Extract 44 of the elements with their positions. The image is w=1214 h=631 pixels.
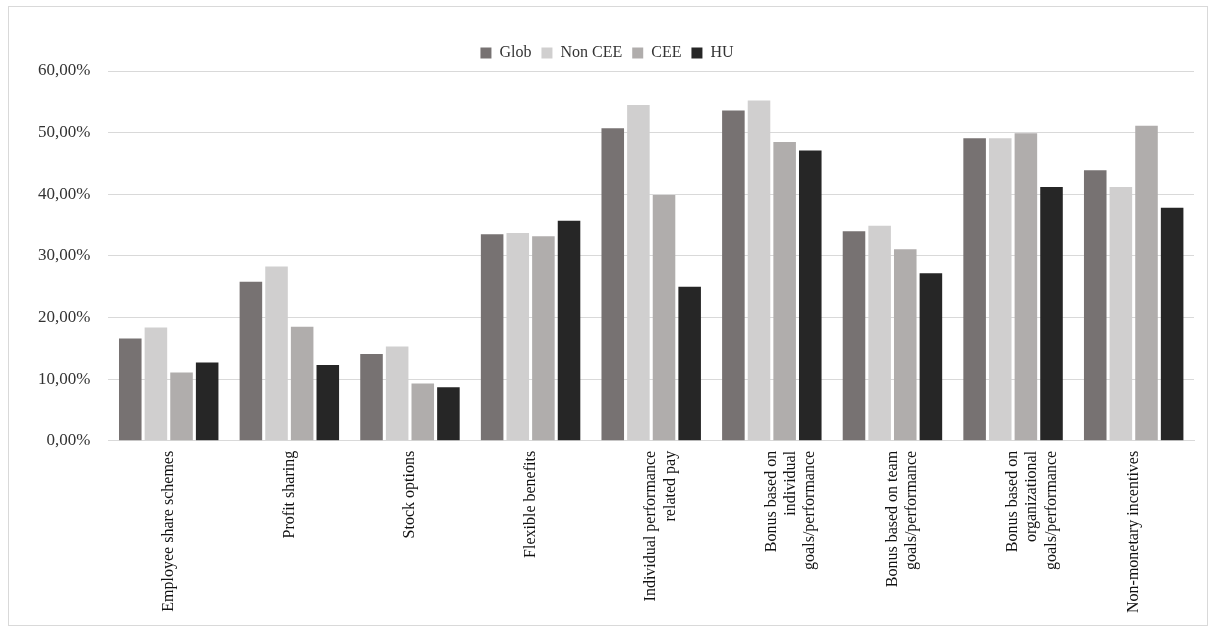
bar	[722, 110, 745, 441]
bar	[893, 249, 917, 441]
x-tick-label: Flexible benefits	[520, 450, 538, 558]
y-tick-label: 20,00%	[37, 307, 91, 327]
bar	[678, 286, 701, 441]
legend-label: Glob	[499, 43, 532, 61]
bar	[919, 273, 943, 441]
bar	[842, 231, 866, 441]
y-tick-label: 50,00%	[37, 122, 91, 142]
bar	[1083, 170, 1107, 441]
legend-label: Non CEE	[560, 43, 623, 61]
bar	[239, 281, 263, 441]
y-tick-label: 40,00%	[37, 183, 91, 203]
bar	[652, 194, 676, 441]
bar	[1135, 125, 1158, 441]
bar	[316, 365, 340, 441]
bar	[195, 362, 219, 441]
x-tick-label: Profit sharing	[279, 450, 298, 539]
bar	[963, 138, 986, 441]
y-tick-label: 10,00%	[37, 368, 91, 388]
legend-label: CEE	[651, 43, 682, 61]
legend-label: HU	[710, 43, 734, 61]
x-tick-label: Employee share schemes	[158, 450, 177, 612]
x-tick-label: Stock options	[400, 450, 419, 539]
bar	[360, 353, 383, 441]
bar	[601, 128, 625, 441]
bar	[170, 372, 193, 441]
bar	[799, 150, 822, 441]
bar	[437, 387, 460, 441]
bar	[119, 338, 142, 441]
bar	[411, 383, 435, 441]
y-tick-label: 30,00%	[37, 245, 91, 265]
y-tick-label: 0,00%	[46, 430, 91, 450]
bar	[1040, 186, 1063, 441]
y-tick-label: 60,00%	[37, 60, 91, 80]
x-tick-label: Individual performance related pay	[641, 450, 679, 602]
bar	[1014, 133, 1038, 441]
bar	[532, 236, 555, 441]
x-tick-label: Non-monetary incentives	[1123, 450, 1142, 613]
bar	[480, 234, 504, 441]
bar	[773, 141, 796, 441]
bar	[557, 220, 581, 441]
bar	[1160, 207, 1184, 441]
bar	[290, 326, 314, 441]
